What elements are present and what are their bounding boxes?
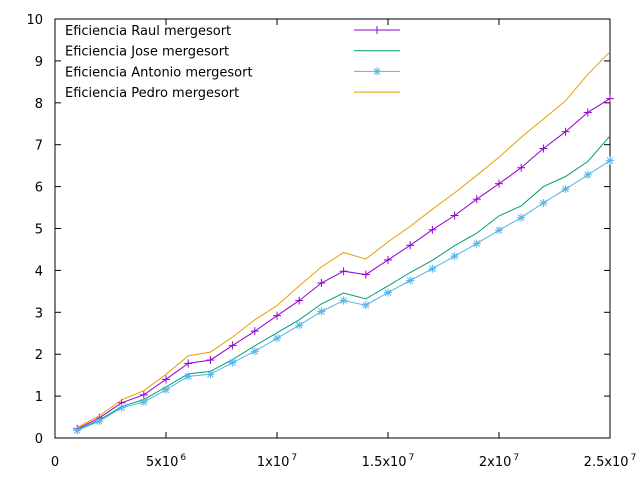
y-tick-label: 5	[35, 223, 43, 238]
data-point	[117, 403, 126, 412]
data-point	[384, 255, 392, 264]
data-point	[361, 301, 370, 310]
data-point	[606, 94, 614, 103]
plot-frame	[54, 18, 611, 439]
y-tick-label: 0	[35, 432, 43, 447]
series-1	[73, 94, 614, 433]
data-point	[450, 252, 459, 261]
data-point	[428, 225, 437, 234]
data-point	[250, 327, 259, 336]
data-point	[561, 127, 570, 136]
data-point	[95, 417, 104, 426]
data-point	[228, 358, 237, 367]
data-point	[472, 195, 481, 204]
plot-series	[73, 51, 614, 435]
data-point	[406, 241, 415, 250]
data-point	[317, 307, 326, 316]
y-tick-label: 9	[35, 55, 43, 70]
x-tick-label: 5x10 6	[146, 453, 187, 470]
series-4	[76, 51, 611, 428]
data-point	[250, 347, 259, 356]
data-point	[428, 264, 437, 273]
y-tick-label: 1	[35, 390, 43, 405]
y-tick-label: 4	[35, 264, 43, 279]
data-point	[517, 213, 526, 222]
data-point	[373, 26, 381, 34]
data-point	[539, 144, 548, 153]
data-point	[184, 372, 193, 381]
data-point	[450, 211, 459, 220]
data-point	[184, 359, 193, 368]
series-line	[76, 51, 611, 428]
data-point	[295, 321, 304, 330]
legend-entry: Eficiencia Jose mergesort	[65, 45, 400, 60]
axes: 0 1 2 3 4 5 6 7 8 9 10 0 5x10 6 1x10 7 1.5x10 7 2x10 7 2.5x1…	[26, 13, 636, 470]
data-point	[73, 426, 82, 435]
y-tick-label: 3	[35, 306, 43, 321]
legend-label: Eficiencia Jose mergesort	[65, 45, 229, 60]
series-line	[77, 160, 611, 431]
data-point	[162, 375, 170, 384]
x-tick-label: 1x10 7	[257, 453, 297, 470]
data-point	[273, 334, 281, 343]
x-tick-label: 1.5x10 7	[362, 453, 415, 470]
data-point	[139, 397, 148, 406]
data-point	[561, 185, 570, 194]
data-point	[295, 296, 304, 305]
legend: Eficiencia Raul mergesort Eficiencia Jose…	[65, 24, 400, 101]
y-tick-label: 8	[35, 97, 43, 112]
legend-label: Eficiencia Antonio mergesort	[65, 65, 253, 80]
data-point	[273, 311, 281, 320]
legend-entry: Eficiencia Raul mergesort	[65, 24, 400, 39]
data-point	[139, 390, 148, 399]
data-point	[583, 170, 592, 179]
data-point	[228, 341, 237, 350]
data-point	[606, 156, 614, 165]
data-point	[472, 239, 481, 248]
data-point	[495, 226, 503, 235]
y-tick-label: 6	[35, 181, 43, 196]
data-point	[361, 270, 370, 279]
data-point	[317, 278, 326, 287]
data-point	[517, 163, 526, 172]
data-point	[206, 370, 215, 379]
data-point	[339, 296, 348, 305]
x-tick-label: 2.5x10 7	[584, 453, 637, 470]
y-tick-label: 7	[35, 139, 43, 154]
legend-label: Eficiencia Pedro mergesort	[65, 86, 239, 101]
data-point	[583, 108, 592, 117]
x-tick-label: 0	[51, 455, 59, 470]
legend-entry: Eficiencia Pedro mergesort	[65, 86, 400, 101]
x-tick-label: 2x10 7	[479, 453, 519, 470]
data-point	[384, 288, 392, 297]
data-point	[206, 356, 215, 365]
data-point	[162, 385, 170, 394]
legend-entry: Eficiencia Antonio mergesort	[65, 65, 400, 80]
data-point	[373, 67, 381, 76]
data-point	[406, 276, 415, 285]
data-point	[495, 179, 503, 188]
y-tick-label: 2	[35, 348, 43, 363]
series-line	[76, 98, 611, 430]
y-tick-label: 10	[26, 13, 43, 28]
data-point	[339, 267, 348, 276]
data-point	[539, 198, 548, 207]
legend-label: Eficiencia Raul mergesort	[65, 24, 231, 39]
series-3	[73, 156, 614, 435]
